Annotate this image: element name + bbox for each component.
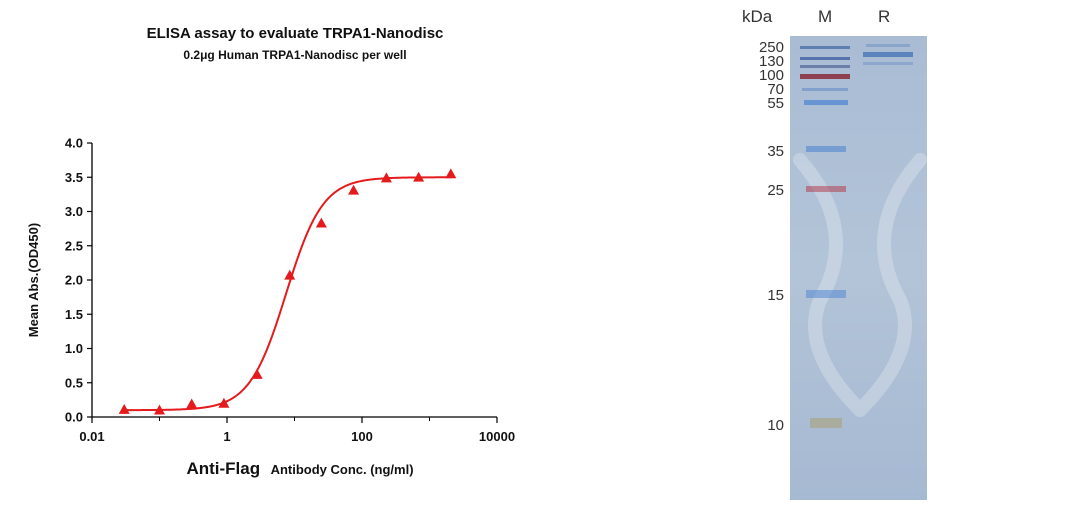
sample-band-1 [863,52,913,57]
y-tick-label: 3.5 [65,170,83,185]
marker-labels: 250 130 100 70 55 35 25 15 10 [759,39,784,434]
y-tick-label: 2.5 [65,238,83,253]
lane-label-marker: M [818,7,832,26]
marker-lane-bands [800,46,850,428]
band-35 [806,146,846,152]
gel-watermark-overlay [793,153,927,417]
marker-label-10: 10 [767,417,784,434]
marker-label-100: 100 [759,67,784,84]
data-point [186,398,198,409]
band-250 [800,46,850,49]
fit-curve-group [124,176,451,412]
data-point [218,397,230,408]
y-tick-label: 0.0 [65,410,83,425]
data-point [154,404,165,415]
data-point [284,269,296,280]
x-tick-label: 100 [351,429,373,444]
y-tick-label: 3.0 [65,204,83,219]
band-100a [800,65,850,68]
data-point [118,403,130,414]
data-point [413,171,425,182]
x-axis-label: Anti-Flag Antibody Conc. (ng/ml) [186,459,413,478]
band-130 [800,57,850,60]
x-tick-label: 0.01 [79,429,104,444]
elisa-chart-svg: ELISA assay to evaluate TRPA1-Nanodisc 0… [26,25,515,478]
band-25 [806,186,846,192]
plot-axes: 0.0 0.5 1.0 1.5 2.0 2.5 3.0 3.5 4.0 0.01 1 100 10000 [65,136,515,445]
y-axis-label: Mean Abs.(OD450) [26,223,41,337]
sample-band-2 [866,44,910,47]
marker-label-55: 55 [767,95,784,112]
fit-curve-line [124,176,451,412]
marker-label-70: 70 [767,81,784,98]
y-tick-label: 0.5 [65,375,83,390]
y-tick-label: 1.5 [65,307,83,322]
band-15 [806,290,846,298]
y-tick-label: 1.0 [65,341,83,356]
sds-page-gel: kDa M R 250 130 100 70 55 35 25 15 10 [720,0,960,500]
y-tick-label: 4.0 [65,136,83,151]
gel-svg: kDa M R 250 130 100 70 55 35 25 15 10 [732,7,938,500]
data-point [348,184,360,195]
marker-label-15: 15 [767,287,784,304]
data-points-group [118,168,457,415]
band-55 [804,100,848,105]
gel-body [790,36,927,500]
y-tick-label: 2.0 [65,273,83,288]
marker-label-250: 250 [759,39,784,56]
data-point [315,217,327,228]
marker-label-130: 130 [759,53,784,70]
marker-label-25: 25 [767,182,784,199]
kda-label: kDa [742,7,773,26]
lane-label-sample: R [878,7,890,26]
elisa-chart: ELISA assay to evaluate TRPA1-Nanodisc 0… [26,25,515,478]
band-10 [810,418,842,428]
data-point [445,168,457,179]
sample-band-3 [863,62,913,65]
chart-title: ELISA assay to evaluate TRPA1-Nanodisc [147,25,444,42]
chart-subtitle: 0.2μg Human TRPA1-Nanodisc per well [183,48,406,62]
x-tick-label: 1 [223,429,230,444]
marker-label-35: 35 [767,143,784,160]
band-70 [802,88,848,91]
x-tick-label: 10000 [479,429,515,444]
data-point [380,172,392,183]
sample-lane-bands [863,44,913,65]
x-axis-label-rest: Antibody Conc. (ng/ml) [271,462,414,477]
x-axis-label-bold: Anti-Flag [186,459,260,478]
band-100 [800,74,850,79]
data-point [251,369,263,379]
